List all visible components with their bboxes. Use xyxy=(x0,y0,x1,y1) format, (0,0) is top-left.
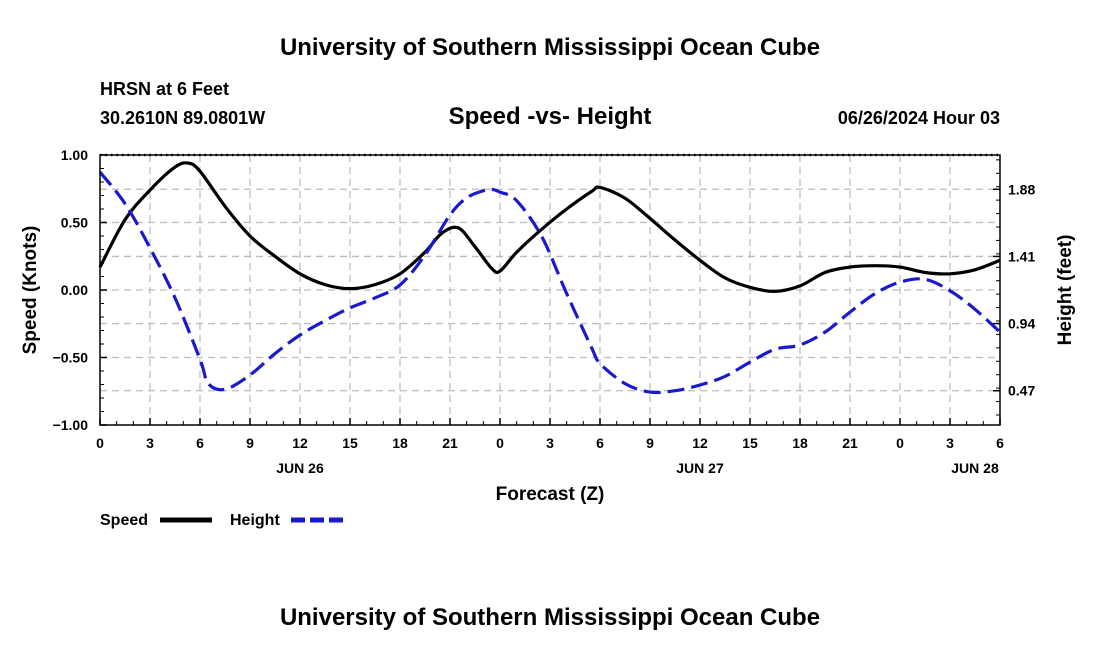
x-tick-label: 0 xyxy=(96,435,104,451)
data-series xyxy=(98,161,1002,395)
axes: 0 3 6 9 12 15 18 21 0 3 6 9 12 15 18 21 0 3 6 JUN 26 JUN 27 J… xyxy=(53,147,1036,476)
x-tick-label: 6 xyxy=(596,435,604,451)
y-right-tick-label: 1.88 xyxy=(1008,181,1035,197)
x-tick-label: 0 xyxy=(496,435,504,451)
series-line-height xyxy=(98,171,1002,395)
x-tick-label: 12 xyxy=(292,435,308,451)
y-axis-left-label: Speed (Knots) xyxy=(20,226,41,355)
x-tick-label: 21 xyxy=(842,435,858,451)
station-label: HRSN at 6 Feet xyxy=(100,79,229,99)
x-tick-label: 0 xyxy=(896,435,904,451)
y-right-tick-label: 1.41 xyxy=(1008,248,1035,264)
timestamp-label: 06/26/2024 Hour 03 xyxy=(838,108,1000,128)
x-tick-label: 15 xyxy=(742,435,758,451)
series-line-speed xyxy=(98,161,1001,294)
page-title-top: University of Southern Mississippi Ocean… xyxy=(280,34,820,61)
y-left-tick-label: 1.00 xyxy=(61,147,88,163)
x-tick-label: 21 xyxy=(442,435,458,451)
y-right-tick-label: 0.47 xyxy=(1008,383,1035,399)
date-label: JUN 26 xyxy=(276,460,324,476)
x-axis-label: Forecast (Z) xyxy=(496,484,605,505)
x-tick-label: 6 xyxy=(996,435,1004,451)
x-tick-label: 3 xyxy=(146,435,154,451)
y-left-tick-label: 0.50 xyxy=(61,215,88,231)
x-tick-label: 12 xyxy=(692,435,708,451)
legend-speed-label: Speed xyxy=(100,512,148,529)
page-title-bottom: University of Southern Mississippi Ocean… xyxy=(280,604,820,631)
y-left-tick-label: −0.50 xyxy=(53,350,89,366)
x-tick-label: 9 xyxy=(646,435,654,451)
y-right-tick-label: 0.94 xyxy=(1008,316,1035,332)
x-tick-label: 6 xyxy=(196,435,204,451)
x-tick-label: 3 xyxy=(546,435,554,451)
y-left-tick-label: −1.00 xyxy=(53,417,89,433)
x-tick-label: 3 xyxy=(946,435,954,451)
x-tick-label: 18 xyxy=(792,435,808,451)
legend-height-label: Height xyxy=(230,512,280,529)
x-tick-label: 9 xyxy=(246,435,254,451)
x-tick-label: 18 xyxy=(392,435,408,451)
legend: Speed Height xyxy=(100,512,343,529)
coordinates-label: 30.2610N 89.0801W xyxy=(100,108,265,128)
y-left-tick-label: 0.00 xyxy=(61,282,88,298)
date-label: JUN 27 xyxy=(676,460,724,476)
x-tick-label: 15 xyxy=(342,435,358,451)
date-label: JUN 28 xyxy=(951,460,999,476)
y-axis-right-label: Height (feet) xyxy=(1055,235,1076,346)
chart-title: Speed -vs- Height xyxy=(449,103,652,130)
